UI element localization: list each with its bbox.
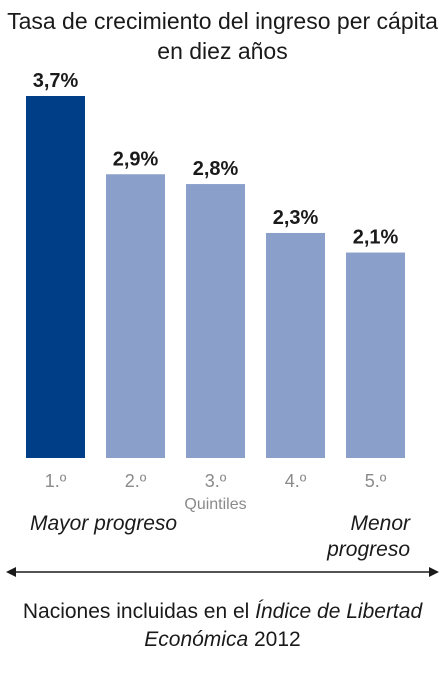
x-tick-label-3: 3.º (205, 471, 227, 491)
right-end-label: Menor progreso (327, 512, 410, 561)
bar-5 (346, 252, 405, 458)
bar-value-label-3: 2,8% (193, 158, 239, 180)
chart-title: Tasa de crecimiento del ingreso per cápi… (7, 8, 438, 64)
caption-suffix: 2012 (248, 628, 301, 651)
bar-value-label-1: 3,7% (33, 70, 79, 92)
x-tick-label-2: 2.º (125, 471, 147, 491)
x-axis-label: Quintiles (184, 496, 246, 513)
x-tick-label-4: 4.º (285, 471, 307, 491)
caption-prefix: Naciones incluidas en el (22, 600, 256, 623)
bar-2 (106, 174, 165, 458)
caption-index-name: Índice de Libertad Económica (144, 600, 423, 651)
x-tick-label-5: 5.º (365, 471, 387, 491)
bar-1 (26, 96, 85, 458)
bar-value-label-2: 2,9% (113, 148, 159, 170)
bar-value-label-5: 2,1% (353, 227, 399, 249)
x-tick-label-1: 1.º (45, 471, 67, 491)
bar-value-label-4: 2,3% (273, 207, 319, 229)
bar-4 (266, 232, 325, 458)
bar-3 (186, 184, 245, 458)
caption: Naciones incluidas en el Índice de Liber… (0, 598, 445, 654)
bar-chart: 3,7% 1.º 2,9% 2.º 2,8% 3.º 2,3% 4.º 2,1% 5.º Quin… (26, 70, 405, 513)
left-end-label: Mayor progreso (30, 512, 178, 535)
double-arrow-icon (6, 567, 439, 577)
